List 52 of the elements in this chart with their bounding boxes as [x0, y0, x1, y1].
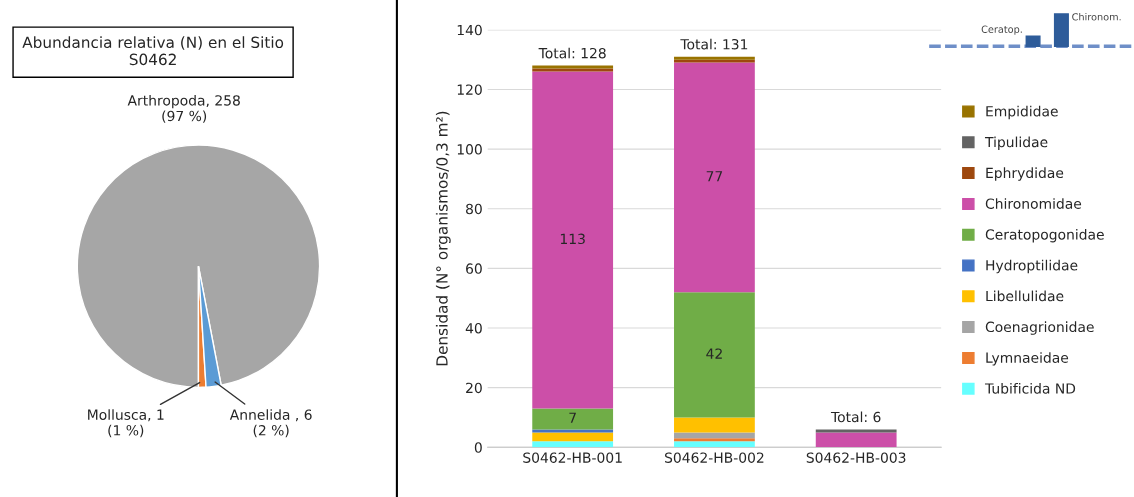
- bar: [674, 62, 755, 293]
- legend-label: Hydroptilidae: [986, 259, 1078, 274]
- bar: [532, 408, 614, 430]
- total-label: Total: 128: [538, 47, 606, 59]
- data-label: 113: [560, 233, 585, 245]
- bar: [532, 432, 614, 442]
- data-label: (97 %): [162, 110, 207, 123]
- y-tick-label: 0: [474, 442, 482, 453]
- bar: [532, 429, 614, 433]
- y-tick-label: 80: [466, 203, 482, 215]
- bar: [532, 71, 614, 409]
- x-tick-label: S0462-HB-001: [523, 452, 622, 463]
- legend-label: Ephrydidae: [986, 167, 1064, 181]
- slice-label: Arthropoda, 258: [127, 94, 240, 109]
- x-tick-label: S0462-HB-003: [806, 452, 906, 463]
- data-label: 7: [569, 412, 576, 423]
- bar: [674, 292, 755, 418]
- legend-label: Chironomidae: [985, 198, 1082, 209]
- legend-label: Tipulidae: [984, 136, 1048, 150]
- y-tick-label: 140: [457, 24, 482, 36]
- legend-label: Libellulidae: [986, 290, 1064, 302]
- y-tick-label: 20: [466, 382, 482, 394]
- x-tick-label: S0462-HB-002: [665, 452, 764, 463]
- y-tick-label: 120: [457, 84, 482, 95]
- bar: [532, 441, 614, 448]
- data-label: 77: [706, 171, 723, 182]
- slice-label: Mollusca, 1: [88, 409, 164, 422]
- slice-label: Annelida , 6: [229, 409, 312, 422]
- text: Ceratop.: [981, 25, 1022, 35]
- bar: [815, 432, 897, 448]
- pie-slice: [76, 144, 321, 389]
- legend-label: Empididae: [986, 105, 1058, 120]
- y-axis-title: Densidad (N° organismos/0,3 m²): [435, 111, 451, 366]
- total-label: Total: 131: [680, 38, 748, 50]
- legend-label: Ceratopogonidae: [985, 228, 1104, 243]
- y-tick-label: 60: [466, 263, 482, 274]
- data-label: 42: [706, 348, 722, 359]
- y-tick-label: 40: [465, 322, 482, 334]
- chart-title: Abundancia relativa (N) en el Sitio S0462: [22, 36, 284, 66]
- bar: [674, 432, 755, 439]
- legend-label: Coenagrionidae: [985, 321, 1094, 335]
- text: Chironom.: [1072, 12, 1121, 21]
- bar: [674, 417, 755, 433]
- bar: [674, 441, 755, 448]
- legend-label: Tubificida ND: [984, 382, 1076, 394]
- data-label: (1 %): [108, 424, 144, 438]
- legend-label: Lymnaeidae: [986, 352, 1069, 366]
- total-label: Total: 6: [830, 411, 881, 423]
- data-label: (2 %): [253, 424, 289, 438]
- bar: [815, 429, 897, 433]
- y-tick-label: 100: [457, 144, 482, 155]
- bar: [674, 438, 755, 442]
